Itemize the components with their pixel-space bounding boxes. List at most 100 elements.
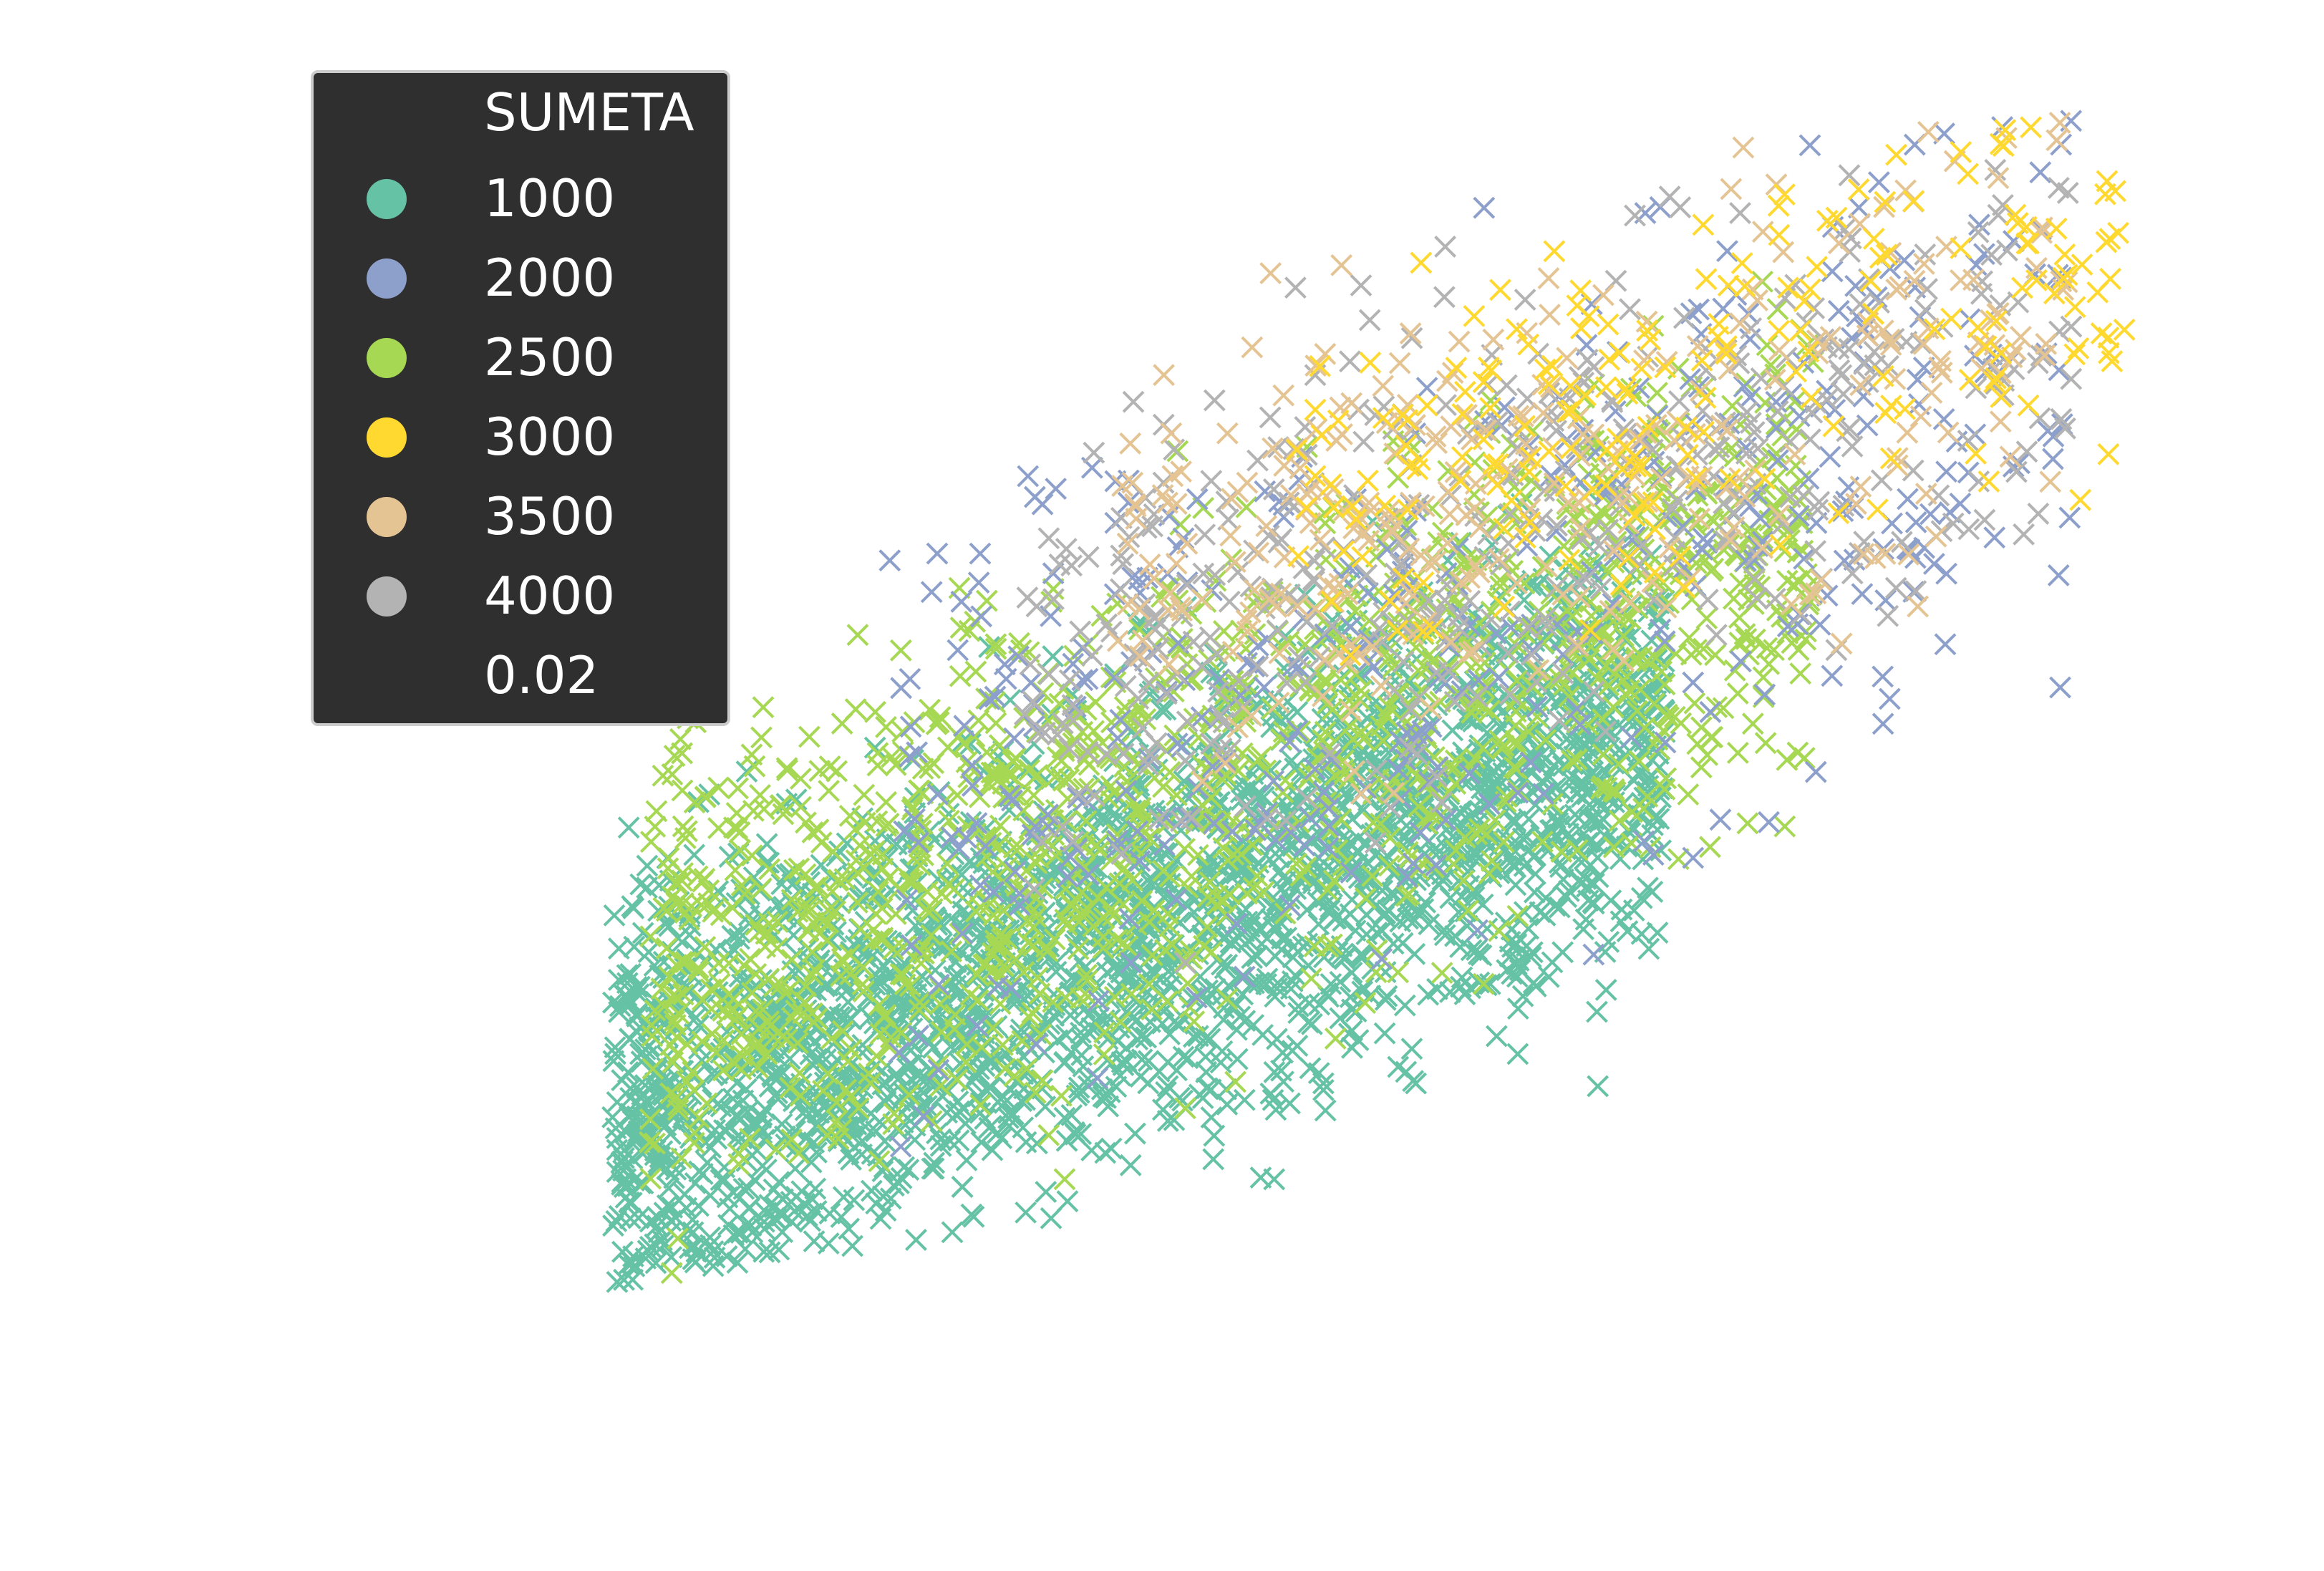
scatter-point-2500 — [710, 904, 732, 927]
scatter-point-1000 — [998, 1077, 1021, 1100]
scatter-point-2500 — [727, 777, 749, 800]
scatter-point-2000 — [982, 881, 1005, 903]
scatter-point-4000 — [1013, 703, 1036, 726]
scatter-point-1000 — [742, 1113, 765, 1136]
scatter-point-3500 — [1569, 517, 1592, 540]
scatter-point-4000 — [1339, 350, 1361, 373]
scatter-point-4000 — [1358, 309, 1381, 332]
scatter-point-1000 — [652, 950, 675, 973]
scatter-point-1000 — [1441, 833, 1464, 856]
scatter-point-2500 — [1216, 987, 1239, 1010]
scatter-point-1000 — [951, 1175, 974, 1198]
scatter-point-1000 — [1375, 985, 1398, 1007]
scatter-point-2500 — [1741, 712, 1764, 735]
scatter-point-1000 — [1155, 1081, 1177, 1103]
scatter-point-4000 — [1176, 710, 1199, 733]
scatter-point-2000 — [1478, 793, 1501, 816]
scatter-point-2000 — [1201, 755, 1224, 778]
scatter-point-3500 — [1999, 445, 2022, 468]
scatter-point-1000 — [1121, 877, 1144, 900]
scatter-point-3500 — [1272, 384, 1295, 407]
scatter-point-2500 — [1035, 935, 1057, 958]
scatter-point-2500 — [975, 589, 998, 612]
scatter-point-1000 — [1061, 864, 1083, 886]
scatter-point-2500 — [1505, 687, 1528, 710]
scatter-point-2500 — [1037, 1123, 1060, 1146]
scatter-point-1000 — [1150, 698, 1173, 721]
scatter-point-2500 — [1320, 793, 1342, 815]
scatter-point-3500 — [1165, 552, 1188, 575]
scatter-point-1000 — [1397, 890, 1419, 913]
scatter-point-2000 — [994, 667, 1017, 690]
scatter-point-4000 — [1832, 382, 1855, 405]
scatter-point-3500 — [1728, 312, 1751, 334]
scatter-point-2000 — [1566, 697, 1589, 720]
scatter-point-4000 — [1916, 278, 1938, 301]
scatter-point-2000 — [1340, 861, 1362, 884]
scatter-point-4000 — [1395, 621, 1418, 643]
scatter-point-4000 — [1379, 796, 1402, 818]
scatter-point-2500 — [1270, 728, 1293, 750]
scatter-point-3500 — [1165, 493, 1188, 516]
scatter-point-1000 — [796, 1204, 818, 1227]
scatter-point-2000 — [1487, 667, 1510, 690]
scatter-point-1000 — [1113, 968, 1136, 991]
scatter-point-2500 — [1733, 623, 1756, 646]
scatter-point-2500 — [1348, 688, 1371, 711]
scatter-point-2000 — [1519, 751, 1542, 774]
scatter-point-2500 — [822, 840, 844, 863]
scatter-point-1000 — [801, 1188, 824, 1211]
scatter-point-1000 — [1226, 1018, 1248, 1041]
scatter-point-1000 — [1080, 1139, 1103, 1161]
scatter-point-1000 — [837, 1142, 860, 1165]
scatter-point-1000 — [1506, 1043, 1529, 1065]
scatter-point-2000 — [1156, 680, 1178, 703]
scatter-point-1000 — [874, 1091, 897, 1113]
scatter-point-1000 — [1586, 1000, 1608, 1023]
scatter-point-2000 — [1221, 820, 1244, 843]
scatter-point-2500 — [1112, 893, 1135, 916]
scatter-point-1000 — [1278, 887, 1301, 910]
scatter-point-4000 — [1443, 690, 1466, 713]
scatter-point-2500 — [1754, 732, 1777, 755]
scatter-point-2500 — [1212, 620, 1235, 642]
scatter-point-2500 — [1130, 842, 1153, 865]
scatter-point-4000 — [1784, 274, 1807, 296]
scatter-point-2500 — [705, 1041, 727, 1064]
scatter-point-2000 — [1739, 386, 1762, 409]
scatter-point-2000 — [1120, 952, 1142, 974]
scatter-point-1000 — [1515, 826, 1538, 849]
scatter-point-2000 — [965, 812, 988, 835]
scatter-point-2500 — [757, 967, 780, 990]
scatter-point-2000 — [1935, 562, 1958, 585]
scatter-point-2500 — [875, 715, 897, 738]
scatter-point-1000 — [1551, 941, 1574, 964]
scatter-point-1000 — [1579, 831, 1602, 854]
scatter-point-2500 — [1504, 714, 1527, 737]
scatter-point-2000 — [1387, 758, 1410, 781]
scatter-point-2500 — [899, 975, 921, 997]
scatter-point-1000 — [1112, 1054, 1135, 1077]
scatter-point-1000 — [1141, 873, 1163, 896]
scatter-point-2000 — [1730, 650, 1752, 673]
scatter-point-2500 — [639, 1108, 662, 1131]
scatter-point-1000 — [950, 864, 973, 886]
scatter-point-2000 — [1532, 783, 1555, 806]
scatter-point-1000 — [702, 1240, 725, 1262]
scatter-point-2500 — [1322, 869, 1345, 892]
scatter-point-2000 — [1126, 820, 1149, 843]
scatter-point-1000 — [1317, 985, 1340, 1008]
scatter-point-1000 — [722, 1224, 745, 1247]
scatter-point-3500 — [1809, 569, 1832, 591]
scatter-point-4000 — [1779, 430, 1801, 453]
scatter-point-1000 — [1176, 894, 1199, 917]
scatter-point-2000 — [1086, 1067, 1109, 1090]
scatter-point-1000 — [1460, 939, 1483, 962]
scatter-point-2500 — [1702, 557, 1725, 580]
scatter-point-2500 — [740, 844, 763, 867]
scatter-point-3500 — [1350, 783, 1372, 805]
scatter-point-2000 — [1968, 213, 1990, 236]
scatter-point-3500 — [1819, 326, 1842, 348]
scatter-point-1000 — [1506, 997, 1529, 1020]
scatter-point-3500 — [1567, 634, 1589, 657]
